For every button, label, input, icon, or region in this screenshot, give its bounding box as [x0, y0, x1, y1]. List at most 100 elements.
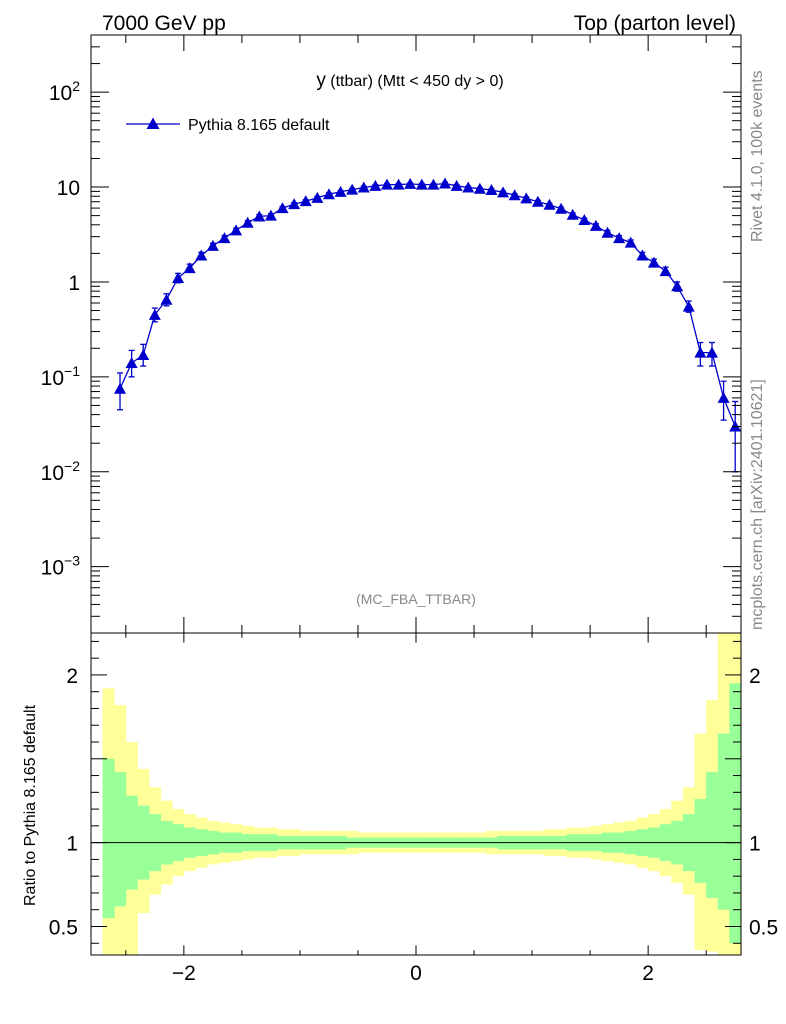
data-point — [543, 198, 556, 210]
data-point — [195, 249, 208, 261]
ratio-band-green-bin — [114, 772, 127, 907]
data-point — [624, 236, 637, 248]
series-line — [119, 182, 736, 427]
data-point — [450, 179, 463, 191]
data-point — [206, 239, 219, 251]
y-tick-label-main: 102 — [49, 78, 80, 105]
y-tick-label-main: 10−1 — [41, 363, 81, 390]
x-tick-label: 2 — [642, 962, 654, 985]
x-tick-label: −2 — [172, 962, 196, 985]
ratio-band-green-bin — [102, 758, 115, 919]
rivet-label: Rivet 4.1.0, 100k events — [749, 70, 766, 242]
data-point — [160, 293, 173, 305]
y-tick-exponent: 2 — [72, 78, 80, 94]
data-point — [613, 232, 626, 244]
data-point — [566, 208, 579, 220]
y-tick-label-ratio-right: 2 — [749, 665, 761, 688]
data-point — [415, 178, 428, 190]
data-point — [520, 192, 533, 204]
data-point — [427, 178, 440, 190]
data-point — [230, 224, 243, 236]
data-point — [589, 219, 602, 231]
y-tick-label-main: 1 — [68, 272, 80, 295]
data-point — [357, 181, 370, 193]
data-point — [148, 308, 161, 320]
data-point — [125, 356, 138, 368]
data-point — [288, 198, 301, 210]
data-point — [218, 232, 231, 244]
data-point — [172, 272, 185, 284]
data-point — [253, 210, 266, 222]
header-left: 7000 GeV pp — [102, 12, 226, 35]
data-point — [473, 182, 486, 194]
data-point — [694, 346, 707, 358]
data-point — [311, 191, 324, 203]
y-tick-label-ratio-left: 0.5 — [49, 916, 78, 939]
data-point — [369, 179, 382, 191]
y-tick-base: 10 — [41, 557, 64, 580]
y-tick-base: 1 — [68, 272, 80, 295]
y-tick-label-main: 10−3 — [41, 553, 81, 580]
ratio-band-green-bin — [729, 683, 742, 944]
data-point — [671, 280, 684, 292]
y-tick-label-main: 10−2 — [41, 458, 81, 485]
y-tick-label-main: 10 — [57, 177, 80, 200]
legend-label: Pythia 8.165 default — [188, 117, 330, 134]
data-point — [264, 209, 277, 221]
data-point — [682, 300, 695, 312]
data-point — [717, 391, 730, 403]
data-point — [601, 226, 614, 238]
y-tick-label-ratio-left: 1 — [66, 833, 78, 856]
data-point — [497, 186, 510, 198]
data-point — [439, 177, 452, 189]
data-point — [462, 181, 475, 193]
y-tick-base: 10 — [49, 82, 72, 105]
data-point — [647, 256, 660, 268]
legend-marker — [146, 117, 160, 129]
data-point — [404, 177, 417, 189]
y-tick-base: 10 — [57, 177, 80, 200]
data-point — [636, 249, 649, 261]
header-right: Top (parton level) — [574, 12, 736, 35]
data-point — [659, 265, 672, 277]
y-tick-exponent: −2 — [64, 458, 80, 474]
ratio-band-green-bin — [706, 772, 719, 898]
ratio-band-green-bin — [694, 799, 707, 883]
data-point — [555, 202, 568, 214]
data-point — [334, 185, 347, 197]
data-point — [380, 178, 393, 190]
y-tick-base: 10 — [41, 367, 64, 390]
data-point — [392, 178, 405, 190]
data-point — [346, 183, 359, 195]
data-point — [241, 216, 254, 228]
y-tick-exponent: −1 — [64, 363, 80, 379]
data-point — [578, 213, 591, 225]
data-point — [299, 195, 312, 207]
x-tick-label: 0 — [410, 962, 422, 985]
data-point — [705, 346, 718, 358]
data-point — [531, 195, 544, 207]
legend: Pythia 8.165 default — [126, 117, 330, 134]
title-rest: (ttbar) (Mtt < 450 dy > 0) — [326, 73, 504, 90]
data-point — [183, 262, 196, 274]
mcplots-label: mcplots.cern.ch [arXiv:2401.10621] — [749, 379, 766, 630]
plot-title: y (ttbar) (Mtt < 450 dy > 0) — [316, 70, 503, 91]
main-series — [114, 177, 742, 473]
y-tick-base: 10 — [41, 462, 64, 485]
data-point — [508, 189, 521, 201]
ratio-bands — [102, 633, 742, 955]
y-tick-exponent: −3 — [64, 553, 80, 569]
y-tick-label-ratio-right: 1 — [749, 833, 761, 856]
ratio-band-green-bin — [717, 733, 730, 910]
data-point — [276, 202, 289, 214]
data-point — [322, 188, 335, 200]
ratio-frame — [90, 632, 742, 956]
data-point — [485, 184, 498, 196]
y-tick-label-ratio-right: 0.5 — [749, 916, 778, 939]
data-point — [114, 382, 127, 394]
watermark: (MC_FBA_TTBAR) — [356, 591, 476, 607]
title-var: y — [316, 70, 326, 91]
ratio-ylabel: Ratio to Pythia 8.165 default — [22, 704, 39, 906]
